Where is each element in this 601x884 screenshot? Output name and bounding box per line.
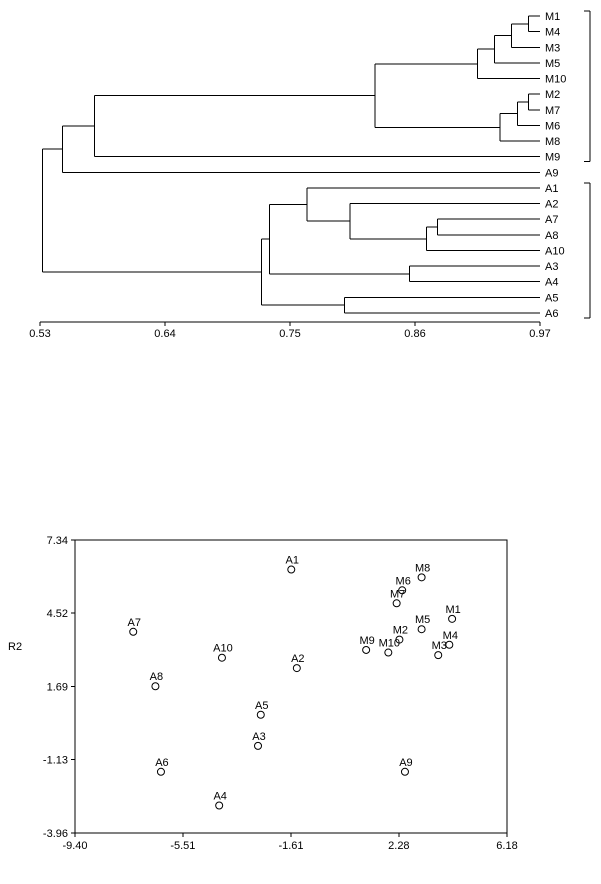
scatter-point-A10 — [217, 653, 226, 662]
scatter-point-label: A9 — [399, 757, 412, 769]
scatter-point-M6 — [398, 586, 407, 595]
scatter-point-label: A5 — [255, 700, 268, 712]
dendrogram-leaf-label: A1 — [545, 183, 558, 195]
dendrogram-leaf-label: M10 — [545, 74, 566, 86]
axis-tick-label: 0.75 — [279, 328, 300, 340]
scatter-point-M7 — [392, 599, 401, 608]
x-axis-tick-label: -5.51 — [170, 840, 195, 852]
dendrogram-leaf-label: M4 — [545, 27, 560, 39]
scatter-point-label: M6 — [396, 575, 411, 587]
scatter-point-A2 — [292, 664, 301, 673]
dendrogram-leaf-label: M3 — [545, 42, 560, 54]
scatter-point-A9 — [400, 767, 409, 776]
x-axis-tick-label: -1.61 — [278, 840, 303, 852]
dendrogram-leaf-label: M2 — [545, 89, 560, 101]
scatter-point-label: A1 — [286, 555, 299, 567]
y-axis-tick-label: 4.52 — [47, 608, 68, 620]
dendrogram-leaf-label: A7 — [545, 214, 558, 226]
scatter-point-label: M2 — [393, 625, 408, 637]
scatter-point-M10 — [384, 648, 393, 657]
dendrogram-leaf-label: M6 — [545, 120, 560, 132]
dendrogram-leaf-label: M7 — [545, 105, 560, 117]
scatter-point-label: M3 — [432, 640, 447, 652]
scatter-point-A6 — [156, 767, 165, 776]
scatter-point-A5 — [256, 710, 265, 719]
scatter-point-M8 — [417, 573, 426, 582]
plot-frame — [74, 539, 508, 834]
scatter-point-label: A6 — [155, 757, 168, 769]
axis-tick-label: 0.97 — [529, 328, 550, 340]
scatter-point-label: A3 — [252, 731, 265, 743]
scatter-point-A1 — [287, 565, 296, 574]
scatter-point-M9 — [362, 645, 371, 654]
scatter-point-label: M10 — [379, 638, 400, 650]
dendrogram-leaf-label: M8 — [545, 136, 560, 148]
axis-tick-label: 0.53 — [29, 328, 50, 340]
scatter-point-label: A10 — [213, 643, 233, 655]
dendrogram-leaf-label: A6 — [545, 308, 558, 320]
scatter-point-label: A7 — [127, 617, 140, 629]
scatter-point-M4 — [445, 640, 454, 649]
dendrogram-leaf-label: A10 — [545, 245, 565, 257]
scatter-point-label: M8 — [415, 562, 430, 574]
dendrogram-figure: M1 M4 M3 M5 M10 M2 M7 M6 M8 M9 A9 A1 A2 A7 A8 A10 A3 A4 A5… — [29, 10, 591, 340]
scatter-point-M1 — [448, 614, 457, 623]
scatter-point-A7 — [129, 627, 138, 636]
x-axis-tick-label: 2.28 — [388, 840, 409, 852]
scatter-point-label: M7 — [390, 588, 405, 600]
scatter-point-A8 — [151, 682, 160, 691]
dendrogram-leaf-label: A8 — [545, 230, 558, 242]
scatter-point-M2 — [395, 635, 404, 644]
dendrogram-leaf-label: M5 — [545, 58, 560, 70]
scatter-point-M5 — [417, 625, 426, 634]
x-axis-tick-label: -9.40 — [62, 840, 87, 852]
scatter-point-label: A4 — [213, 791, 226, 803]
y-axis-label: R2 — [8, 641, 22, 653]
y-axis-tick-label: -3.96 — [43, 828, 68, 840]
scatter-point-label: A8 — [150, 671, 163, 683]
scatter-point-M3 — [434, 651, 443, 660]
y-axis-tick-label: -1.13 — [43, 755, 68, 767]
scatter-figure: -9.40 -5.51 -1.61 2.28 6.18 7.34 4.52 1.69 -1.13… — [8, 535, 518, 852]
scatter-point-A3 — [254, 741, 263, 750]
axis-tick-label: 0.86 — [404, 328, 425, 340]
x-axis-tick-label: 6.18 — [496, 840, 517, 852]
dendrogram-leaf-label: M9 — [545, 152, 560, 164]
scatter-point-label: A2 — [291, 653, 304, 665]
scatter-point-A4 — [215, 801, 224, 810]
dendrogram-leaf-label: A9 — [545, 167, 558, 179]
y-axis-tick-label: 7.34 — [47, 535, 68, 547]
scatter-point-label: M1 — [445, 604, 460, 616]
axis-tick-label: 0.64 — [154, 328, 175, 340]
dendrogram-leaf-label: A2 — [545, 199, 558, 211]
y-axis-tick-label: 1.69 — [47, 682, 68, 694]
scatter-point-label: M9 — [360, 635, 375, 647]
scatter-point-label: M5 — [415, 614, 430, 626]
scatter-point-label: M4 — [443, 630, 458, 642]
dendrogram-leaf-label: A3 — [545, 261, 558, 273]
dendrogram-leaf-label: A5 — [545, 292, 558, 304]
dendrogram-leaf-label: A4 — [545, 277, 558, 289]
dendrogram-leaf-label: M1 — [545, 11, 560, 23]
